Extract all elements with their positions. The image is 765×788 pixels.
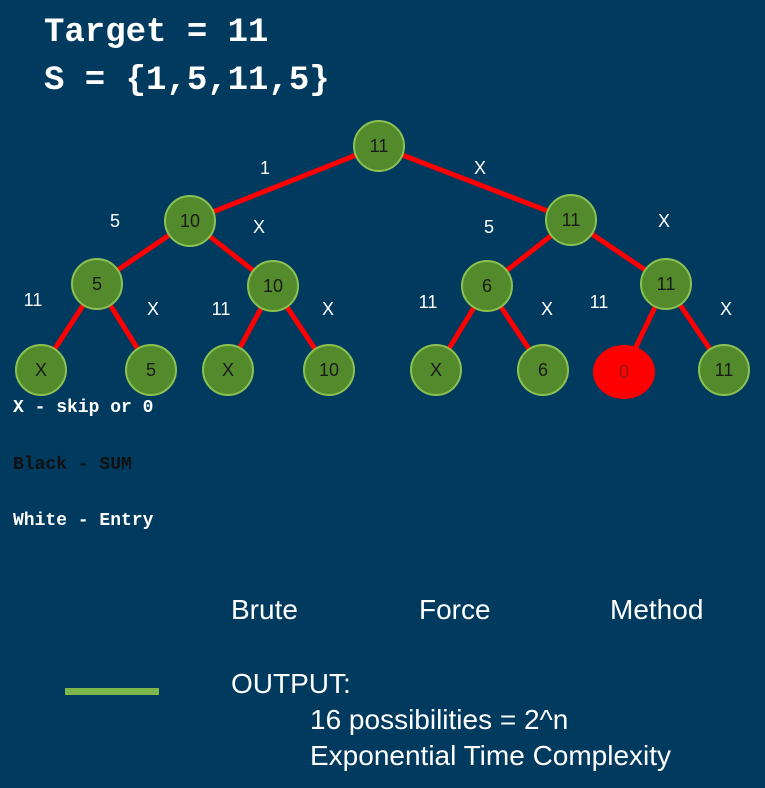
tree-node-circle [517, 344, 569, 396]
tree-edge-n0-n1 [189, 143, 380, 224]
legend-black-sum: Black - SUM [13, 455, 132, 475]
output-possibilities: 16 possibilities = 2^n [310, 704, 569, 735]
tree-node-label: X [35, 360, 47, 380]
tree-node-label: 5 [92, 274, 102, 294]
tree-node-circle [640, 258, 692, 310]
tree-node: X [202, 344, 254, 396]
tree-node: 11 [353, 120, 405, 172]
tree-node-label: X [430, 360, 442, 380]
output-complexity: Exponential Time Complexity [310, 740, 672, 771]
tree-node: 6 [517, 344, 569, 396]
tree-node-circle [303, 344, 355, 396]
tree-node-label: 0 [619, 362, 629, 382]
tree-node-label: 11 [562, 210, 581, 230]
set-title: S = {1,5,11,5} [44, 62, 330, 100]
tree-node-label: 10 [263, 276, 283, 296]
edge-label: 11 [419, 292, 438, 312]
decision-tree: 1 X 5 X 5 X 11 X 11 X 11 X 11 X 11 10 11 5 10 6 11 X 5 X 10 X 6 0 1… [15, 120, 750, 399]
tree-node-label: 10 [319, 360, 339, 380]
heading-force: Force [419, 594, 491, 625]
tree-edge-n0-n2 [378, 143, 572, 223]
tree-node-circle [202, 344, 254, 396]
edge-label: X [720, 299, 732, 319]
tree-node-label: 6 [538, 360, 548, 380]
heading-brute: Brute [231, 594, 298, 625]
edge-label: 11 [212, 299, 231, 319]
tree-node-label: 11 [657, 274, 676, 294]
tree-node-circle [71, 258, 123, 310]
edge-label: 11 [24, 290, 43, 310]
tree-node-circle [545, 194, 597, 246]
tree-node-circle [15, 344, 67, 396]
tree-node: 11 [698, 344, 750, 396]
tree-node: 10 [247, 260, 299, 312]
tree-node: 6 [461, 260, 513, 312]
legend-white-entry: White - Entry [13, 511, 154, 531]
tree-node-highlight-circle [593, 345, 655, 399]
tree-node: 10 [303, 344, 355, 396]
tree-node-label: 6 [482, 276, 492, 296]
tree-node-circle [353, 120, 405, 172]
edge-label: 5 [484, 217, 494, 237]
legend-skip: X - skip or 0 [13, 398, 154, 418]
edge-label: X [147, 299, 159, 319]
tree-node: 10 [164, 195, 216, 247]
tree-node-label: X [222, 360, 234, 380]
edge-label: 5 [110, 211, 120, 231]
legend-bar [65, 688, 159, 695]
tree-node-circle [247, 260, 299, 312]
tree-node-circle [698, 344, 750, 396]
tree-node-label: 11 [370, 136, 389, 156]
edge-label: 11 [590, 292, 609, 312]
tree-node: 5 [71, 258, 123, 310]
edge-label: X [474, 158, 486, 178]
tree-node-circle [125, 344, 177, 396]
target-title: Target = 11 [44, 14, 269, 52]
tree-node: 11 [640, 258, 692, 310]
tree-node: X [15, 344, 67, 396]
tree-node-circle [461, 260, 513, 312]
tree-node-circle [164, 195, 216, 247]
edge-label: X [253, 217, 265, 237]
heading-method: Method [610, 594, 704, 625]
edge-label: X [322, 299, 334, 319]
tree-node-label: 11 [715, 360, 734, 380]
tree-node: X [410, 344, 462, 396]
tree-node: 11 [545, 194, 597, 246]
tree-node-circle [410, 344, 462, 396]
edge-label: X [658, 211, 670, 231]
tree-node-label: 5 [146, 360, 156, 380]
tree-node: 5 [125, 344, 177, 396]
tree-node-label: 10 [180, 211, 200, 231]
tree-node: 0 [593, 345, 655, 399]
edge-label: X [541, 299, 553, 319]
edge-label: 1 [260, 158, 270, 178]
output-label: OUTPUT: [231, 668, 351, 699]
